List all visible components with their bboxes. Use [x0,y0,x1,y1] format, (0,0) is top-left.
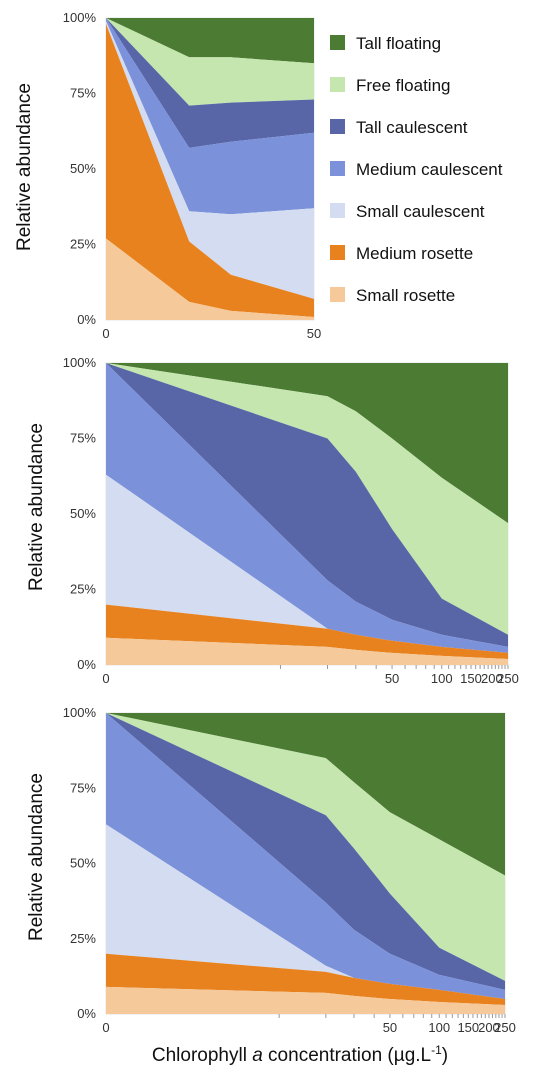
area-small-rosette [106,986,505,1014]
area-tall-floating [106,363,508,524]
area-medium-rosette [106,24,314,317]
legend-item-tall-caulescent: Tall caulescent [330,118,468,137]
legend-swatch [330,77,345,92]
x-tick-label: 0 [102,671,109,686]
y-tick-label: 50% [70,506,96,521]
y-tick-label: 0% [77,1006,96,1021]
legend-label: Small rosette [356,286,455,305]
area-tall-caulescent [106,363,508,647]
x-tick-label: 50 [383,1020,397,1035]
x-tick-label: 250 [497,671,519,686]
area-free-floating [106,363,508,635]
legend-item-small-rosette: Small rosette [330,286,455,305]
x-tick-label: 150 [457,1020,479,1035]
legend-label: Tall caulescent [356,118,468,137]
area-tall-caulescent [106,18,314,148]
x-tick-label: 50 [385,671,399,686]
legend: Tall floating Free floating Tall caulescen… [330,34,503,305]
area-medium-rosette [106,604,508,659]
legend-swatch [330,35,345,50]
y-tick-label: 75% [70,780,96,795]
area-medium-caulescent [106,363,508,653]
y-tick-label: 25% [70,237,96,252]
x-tick-label: 250 [494,1020,516,1035]
area-small-caulescent [106,21,314,299]
area-tall-floating [106,713,505,876]
y-tick-label: 100% [63,355,97,370]
y-tick-label: 25% [70,931,96,946]
legend-swatch [330,203,345,218]
y-axis-label: Relative abundance [26,773,47,941]
legend-label: Medium caulescent [356,160,503,179]
y-axis-label: Relative abundance [14,83,35,251]
legend-item-tall-floating: Tall floating [330,34,441,53]
area-small-rosette [106,238,314,320]
area-small-caulescent [106,474,508,653]
y-tick-label: 0% [77,312,96,327]
area-medium-caulescent [106,18,314,215]
x-tick-label: 50 [307,326,321,341]
area-small-caulescent [106,824,505,999]
legend-item-medium-rosette: Medium rosette [330,244,473,263]
legend-label: Tall floating [356,34,441,53]
x-tick-label: 0 [102,1020,109,1035]
legend-label: Free floating [356,76,451,95]
legend-swatch [330,287,345,302]
legend-swatch [330,245,345,260]
legend-item-small-caulescent: Small caulescent [330,202,485,221]
x-tick-label: 0 [102,326,109,341]
area-free-floating [106,713,505,981]
legend-label: Medium rosette [356,244,473,263]
legend-item-medium-caulescent: Medium caulescent [330,160,503,179]
legend-swatch [330,161,345,176]
legend-swatch [330,119,345,134]
area-tall-caulescent [106,713,505,990]
y-tick-label: 50% [70,856,96,871]
area-medium-caulescent [106,713,505,999]
area-tall-floating [106,18,314,64]
y-tick-label: 75% [70,431,96,446]
panel-top: 0% 25% 50% 75% 100% 0 50 Relative abundance [14,10,321,341]
y-tick-label: 75% [70,86,96,101]
legend-item-free-floating: Free floating [330,76,451,95]
y-tick-label: 100% [63,10,97,25]
x-tick-label: 150 [460,671,482,686]
x-axis-label: Chlorophyll a concentration (µg.L-1) [152,1043,448,1066]
y-tick-label: 0% [77,657,96,672]
x-tick-label: 200 [481,671,503,686]
y-tick-label: 25% [70,582,96,597]
x-tick-label: 200 [478,1020,500,1035]
x-tick-label: 100 [428,1020,450,1035]
area-free-floating [106,18,314,106]
y-tick-label: 100% [63,705,97,720]
x-tick-label: 100 [431,671,453,686]
area-medium-rosette [106,953,505,1005]
y-tick-label: 50% [70,161,96,176]
y-axis-label: Relative abundance [26,423,47,591]
area-small-rosette [106,637,508,665]
legend-label: Small caulescent [356,202,485,221]
